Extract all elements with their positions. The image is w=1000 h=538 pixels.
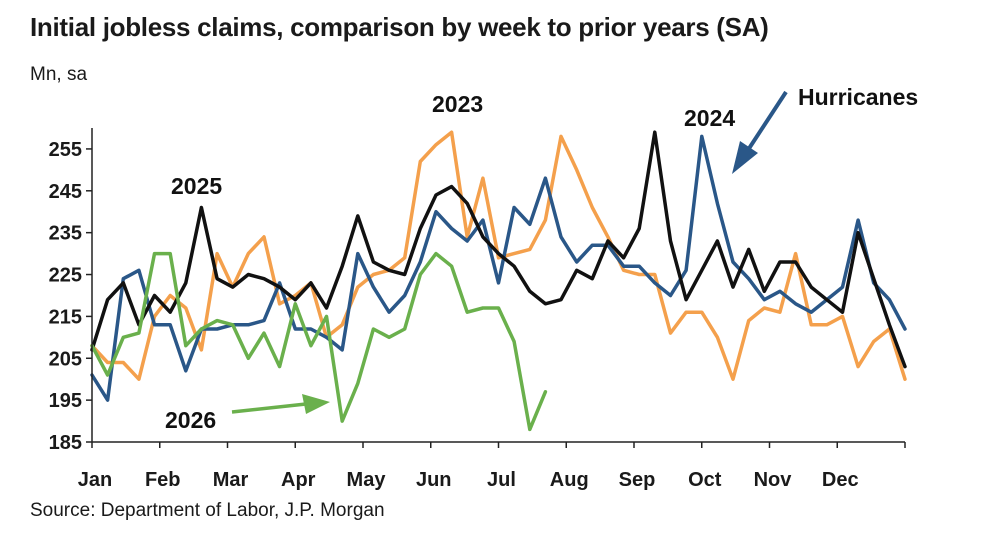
series-layer (90, 130, 907, 432)
series-line-2026 (90, 251, 548, 432)
source-note: Source: Department of Labor, J.P. Morgan (30, 500, 385, 521)
label-2023: 2023 (432, 91, 483, 117)
x-tick-label-feb: Feb (145, 469, 181, 491)
series-line-2024 (90, 134, 907, 402)
y-tick-label: 215 (49, 306, 82, 328)
x-tick-label-oct: Oct (688, 469, 722, 491)
x-tick-label-may: May (347, 469, 387, 491)
axis-layer: 185 195 205 215 225 235 245 255 Jan Feb Mar Apr May J… (49, 128, 906, 491)
series-line-2023 (90, 130, 907, 381)
x-tick-label-nov: Nov (754, 469, 793, 491)
chart-title: Initial jobless claims, comparison by we… (30, 12, 769, 42)
label-2025: 2025 (171, 173, 222, 199)
x-tick-label-jul: Jul (487, 469, 516, 491)
x-tick-label-jun: Jun (416, 469, 452, 491)
units-label: Mn, sa (30, 64, 88, 85)
label-2024: 2024 (684, 105, 735, 131)
arrow-hurricanes-icon (732, 90, 788, 174)
x-tick-label-apr: Apr (281, 469, 316, 491)
y-tick-label: 185 (49, 432, 82, 454)
y-tick-label: 225 (49, 265, 82, 287)
y-tick-label: 235 (49, 223, 82, 245)
y-tick-label: 255 (49, 139, 82, 161)
label-2026: 2026 (165, 407, 216, 433)
x-tick-label-dec: Dec (822, 469, 859, 491)
arrow-2026-icon (231, 394, 330, 414)
x-tick-label-aug: Aug (550, 469, 589, 491)
series-line-2025 (90, 130, 907, 369)
y-tick-label: 205 (49, 348, 82, 370)
x-tick-label-mar: Mar (213, 469, 249, 491)
x-tick-label-sep: Sep (619, 469, 656, 491)
x-tick-label-jan: Jan (78, 469, 112, 491)
label-hurricanes: Hurricanes (798, 84, 918, 110)
y-tick-label: 195 (49, 390, 82, 412)
y-tick-label: 245 (49, 181, 82, 203)
